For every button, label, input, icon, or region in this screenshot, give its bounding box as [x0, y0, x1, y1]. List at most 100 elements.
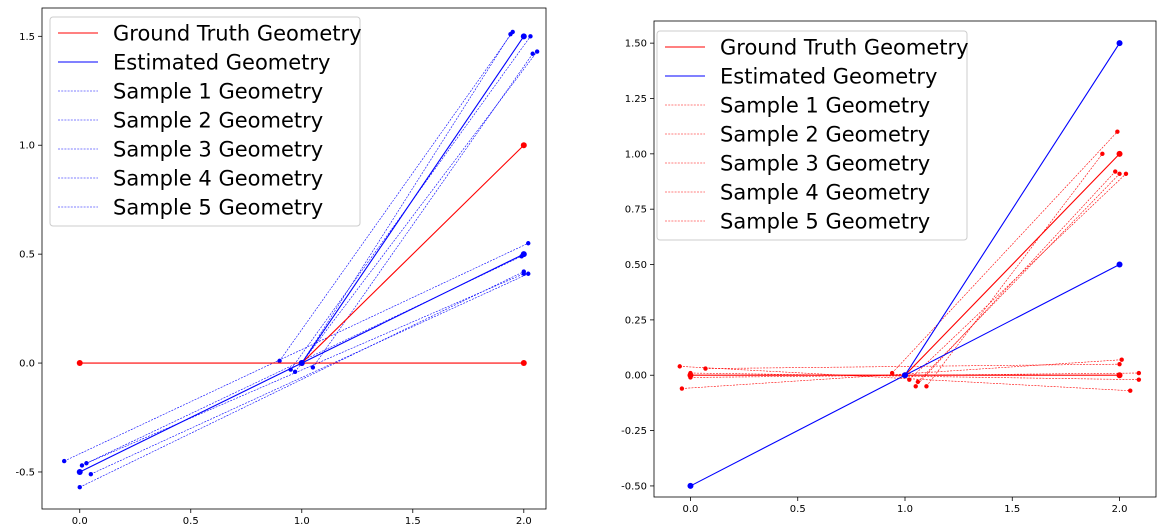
series-1-point-2 — [902, 372, 908, 379]
series-1-point-3 — [520, 33, 527, 40]
series-5-point-2 — [907, 377, 912, 382]
legend-label: Sample 3 Geometry — [113, 138, 323, 162]
series-1-point-1 — [1116, 261, 1123, 268]
series-3-point-2 — [889, 370, 895, 376]
y-tick-label: 1.5 — [19, 32, 35, 43]
y-tick-label: -0.5 — [15, 467, 35, 478]
series-0-point-3 — [1116, 150, 1123, 157]
x-tick-label: 2.0 — [516, 516, 532, 527]
series-1-point-0 — [76, 468, 83, 475]
series-1-line-1 — [904, 42, 1120, 376]
series-5-point-3 — [1123, 171, 1129, 176]
series-6-point-0 — [84, 461, 89, 466]
series-4-point-0 — [88, 471, 94, 477]
y-tick-label: 0.0 — [19, 359, 35, 370]
legend-label: Sample 5 Geometry — [113, 196, 323, 220]
series-5-line-1 — [294, 51, 538, 372]
legend-label: Sample 2 Geometry — [720, 123, 930, 147]
x-tick-label: 0.5 — [790, 504, 806, 515]
x-tick-label: 2.0 — [1112, 504, 1128, 515]
y-tick-label: 1.50 — [625, 39, 647, 50]
series-0-point-3 — [520, 142, 527, 149]
series-6-line-1 — [917, 173, 1120, 383]
series-4-point-3 — [528, 34, 533, 39]
series-0-line-1 — [301, 144, 525, 364]
series-5-point-0 — [79, 463, 85, 468]
series-0-point-0 — [687, 372, 694, 379]
left-plot-panel: 0.0 0.5 1.0 1.5 2.0 -0.5 0.0 0.5 1.0 1.5 Ground Tr… — [15, 7, 547, 527]
series-5-line-0 — [705, 363, 1120, 369]
series-5-line-1 — [909, 173, 1127, 380]
series-2-point-1 — [526, 241, 531, 246]
series-2-point-0 — [677, 364, 682, 369]
x-tick-label: 1.5 — [1004, 504, 1020, 515]
series-1-point-2 — [298, 360, 305, 367]
series-0-point-0 — [76, 360, 83, 367]
series-2-line-0 — [679, 366, 1131, 392]
series-4-point-1 — [1136, 377, 1142, 382]
series-3-line-1 — [891, 131, 1118, 374]
plot-area — [62, 29, 540, 490]
right-plot-panel: 0.0 0.5 1.0 1.5 2.0 -0.50 -0.25 0.00 0.25 0.50 0.7… — [621, 20, 1157, 515]
series-4-point-3 — [1113, 169, 1118, 174]
legend-label: Sample 4 Geometry — [720, 181, 930, 205]
x-tick-label: 0.0 — [72, 516, 88, 527]
series-1-point-3 — [1116, 40, 1123, 47]
x-tick-label: 1.0 — [897, 504, 913, 515]
legend-label: Ground Truth Geometry — [113, 22, 362, 46]
x-tick-label: 0.0 — [683, 504, 699, 515]
y-tick-label: 0.75 — [625, 205, 647, 216]
series-2-point-1 — [1128, 388, 1133, 393]
plot-area — [677, 40, 1142, 489]
legend-label: Sample 5 Geometry — [720, 210, 930, 234]
series-3-point-2 — [310, 365, 316, 370]
y-tick-label: 1.0 — [19, 141, 35, 152]
series-2-line-0 — [64, 242, 529, 462]
series-3-point-1 — [1119, 357, 1124, 362]
y-tick-label: 0.5 — [19, 250, 35, 261]
series-5-point-3 — [534, 49, 540, 54]
legend-label: Sample 3 Geometry — [720, 152, 930, 176]
series-6-point-1 — [1136, 370, 1142, 376]
series-2-point-2 — [277, 358, 282, 364]
series-6-point-2 — [915, 379, 921, 385]
series-6-point-1 — [521, 271, 526, 276]
legend: Ground Truth Geometry Estimated Geometry S… — [656, 30, 969, 241]
series-2-line-1 — [926, 153, 1103, 387]
series-4-point-1 — [526, 271, 531, 276]
series-1-point-0 — [687, 482, 694, 489]
series-4-point-2 — [913, 384, 918, 389]
y-tick-label: 1.00 — [625, 149, 647, 160]
y-tick-label: 0.50 — [625, 260, 647, 271]
legend-label: Estimated Geometry — [113, 51, 330, 75]
series-5-point-0 — [703, 366, 708, 371]
series-5-point-1 — [1117, 361, 1122, 367]
series-6-line-1 — [301, 33, 511, 364]
series-0-point-1 — [520, 360, 527, 367]
y-tick-label: 1.25 — [625, 94, 647, 105]
legend-label: Sample 1 Geometry — [720, 94, 930, 118]
legend-label: Sample 2 Geometry — [113, 109, 323, 133]
series-6-point-3 — [1117, 171, 1122, 176]
series-6-line-0 — [86, 273, 524, 464]
series-2-point-2 — [924, 384, 929, 389]
series-4-line-0 — [90, 273, 529, 475]
series-4-line-0 — [690, 372, 1139, 380]
series-4-line-1 — [915, 171, 1116, 387]
y-tick-label: -0.50 — [621, 481, 647, 492]
series-3-point-0 — [77, 485, 82, 490]
legend-label: Sample 4 Geometry — [113, 167, 323, 191]
legend-label: Estimated Geometry — [720, 65, 937, 89]
series-1-point-1 — [520, 251, 527, 258]
legend-label: Sample 1 Geometry — [113, 80, 323, 104]
y-tick-label: 0.00 — [625, 371, 647, 382]
series-0-point-1 — [1116, 372, 1123, 379]
series-2-point-0 — [62, 458, 67, 464]
series-3-line-0 — [79, 271, 524, 488]
legend-box — [656, 30, 968, 241]
x-tick-label: 0.5 — [183, 516, 199, 527]
series-1-line-1 — [301, 36, 525, 364]
series-3-point-3 — [530, 51, 535, 56]
y-tick-label: -0.25 — [621, 426, 647, 437]
